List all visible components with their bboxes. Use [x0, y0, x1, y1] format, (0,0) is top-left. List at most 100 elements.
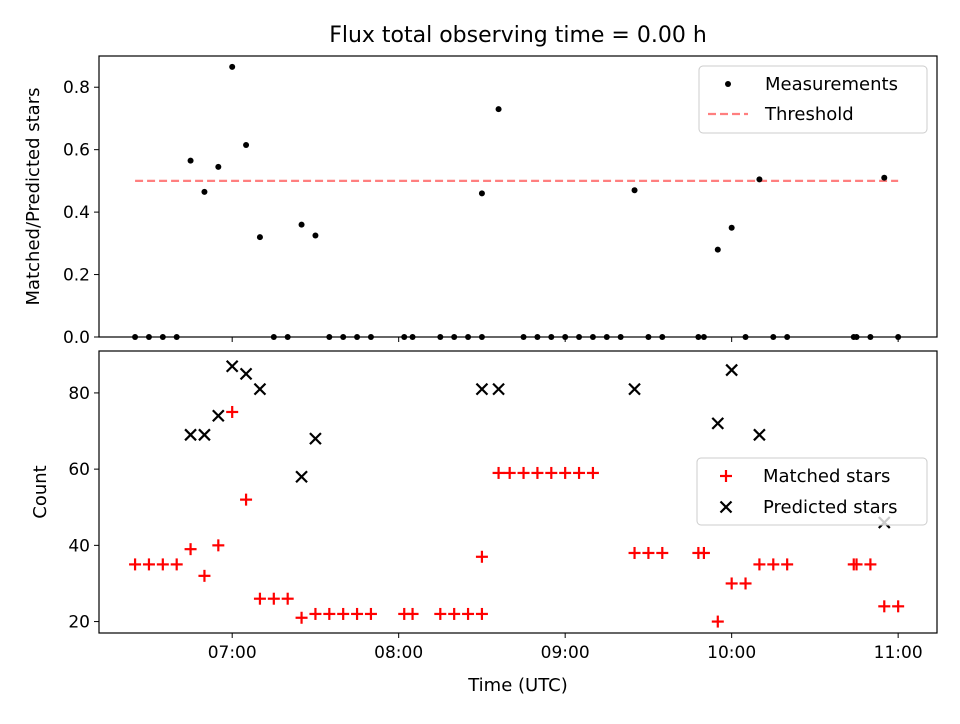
- predicted-star-point-b: [725, 363, 738, 377]
- matched-star-point: [170, 558, 183, 571]
- matched-star-point: [545, 466, 558, 479]
- matched-star-point: [309, 607, 322, 620]
- measurement-point: [478, 190, 485, 197]
- matched-star-point: [656, 546, 669, 559]
- measurement-point: [756, 176, 763, 183]
- matched-star-point: [642, 546, 655, 559]
- matched-star-point: [573, 466, 586, 479]
- bottom-y-tick-label: 60: [68, 460, 90, 480]
- matched-star-point: [878, 600, 891, 613]
- matched-star-point: [129, 558, 142, 571]
- predicted-star-point: [198, 428, 211, 442]
- matched-star-point: [492, 466, 505, 479]
- predicted-star-point-b: [225, 359, 239, 373]
- matched-star-point: [531, 466, 544, 479]
- matched-star-point: [281, 592, 294, 605]
- matched-star-point: [850, 558, 863, 571]
- matched-star-point: [864, 558, 877, 571]
- top-legend: Measurements Threshold: [698, 65, 928, 134]
- legend-label-predicted: Predicted stars: [763, 497, 897, 518]
- predicted-star-point: [253, 382, 267, 396]
- matched-star-point: [226, 405, 239, 418]
- top-y-tick-label: 0.6: [63, 141, 90, 161]
- matched-star-point: [462, 607, 475, 620]
- matched-star-point: [323, 607, 336, 620]
- matched-star-point: [697, 546, 710, 559]
- matched-star-point: [406, 607, 419, 620]
- matched-star-point: [753, 558, 766, 571]
- predicted-star-point-b: [184, 428, 197, 442]
- measurement-point: [201, 188, 208, 195]
- predicted-star-point: [753, 428, 766, 442]
- x-axis-label: Time (UTC): [467, 675, 568, 696]
- measurement-point: [243, 141, 250, 148]
- measurement-point: [631, 187, 638, 194]
- matched-star-point: [628, 546, 641, 559]
- bottom-x-tick-label: 09:00: [541, 643, 590, 663]
- predicted-star-point-b: [475, 382, 489, 396]
- legend-marker-matched: [720, 470, 732, 482]
- bottom-plot-area: 20 40 60 80 07:00 08:00 09:00 10:00 11:00 Time (U…: [30, 350, 938, 696]
- top-y-tick-label: 0.0: [63, 328, 90, 348]
- predicted-star-point: [239, 367, 253, 381]
- bottom-legend: Matched stars Predicted stars: [696, 457, 928, 526]
- predicted-star-point: [184, 428, 197, 442]
- bottom-x-tick-label: 11:00: [874, 643, 923, 663]
- matched-star-point: [448, 607, 461, 620]
- measurement-point: [187, 157, 194, 164]
- matched-star-point: [267, 592, 280, 605]
- top-y-tick-label: 0.8: [63, 78, 90, 98]
- predicted-star-point-b: [198, 428, 211, 442]
- matched-star-point: [364, 607, 377, 620]
- top-panel: 0.0 0.2 0.4 0.6 0.8 Matched/Predicted stars M…: [23, 55, 938, 348]
- predicted-star-point: [295, 470, 308, 484]
- predicted-star-point: [628, 382, 641, 396]
- legend-frame: [696, 457, 928, 526]
- measurement-point: [256, 234, 263, 241]
- matched-star-point: [892, 600, 905, 613]
- measurement-point: [215, 163, 222, 170]
- bottom-axes-frame: [98, 350, 938, 634]
- matched-star-point: [475, 550, 488, 563]
- measurement-point: [312, 232, 319, 239]
- bottom-x-tick-label: 08:00: [374, 643, 423, 663]
- matched-star-point: [781, 558, 794, 571]
- matched-star-point: [711, 615, 724, 628]
- top-y-tick-label: 0.2: [63, 266, 90, 286]
- top-axes-frame: [98, 55, 938, 338]
- measurement-point: [229, 63, 236, 70]
- top-y-tick-label: 0.4: [63, 203, 90, 223]
- bottom-y-tick-label: 80: [68, 384, 90, 404]
- matched-star-point: [559, 466, 572, 479]
- predicted-star-point-b: [628, 382, 641, 396]
- legend-label-threshold: Threshold: [764, 104, 854, 125]
- matched-star-point: [503, 466, 516, 479]
- predicted-star-point-b: [309, 432, 322, 445]
- legend-frame: [698, 65, 928, 134]
- predicted-star-point-b: [212, 409, 225, 423]
- matched-star-point: [739, 577, 752, 590]
- legend-marker-predicted-b: [719, 500, 733, 514]
- matched-star-point: [184, 543, 197, 556]
- predicted-star-point: [225, 359, 239, 373]
- matched-star-point: [337, 607, 350, 620]
- measurement-point: [298, 221, 305, 228]
- matched-star-point: [240, 493, 253, 506]
- matched-star-point: [586, 466, 599, 479]
- predicted-star-point: [475, 382, 489, 396]
- bottom-x-tick-label: 10:00: [707, 643, 756, 663]
- legend-label-measurements: Measurements: [765, 74, 898, 95]
- predicted-star-point: [212, 409, 225, 423]
- matched-star-point: [434, 607, 447, 620]
- predicted-star-point-b: [753, 428, 766, 442]
- matched-star-point: [253, 592, 266, 605]
- predicted-star-point-b: [711, 417, 725, 430]
- predicted-star-point-b: [295, 470, 308, 484]
- bottom-panel: 20 40 60 80 07:00 08:00 09:00 10:00 11:00 Time (U…: [30, 350, 938, 696]
- matched-star-point: [517, 466, 530, 479]
- matched-star-point: [767, 558, 780, 571]
- legend-marker-predicted: [719, 500, 733, 514]
- matched-star-point: [295, 611, 308, 624]
- bottom-y-tick-label: 20: [68, 613, 90, 633]
